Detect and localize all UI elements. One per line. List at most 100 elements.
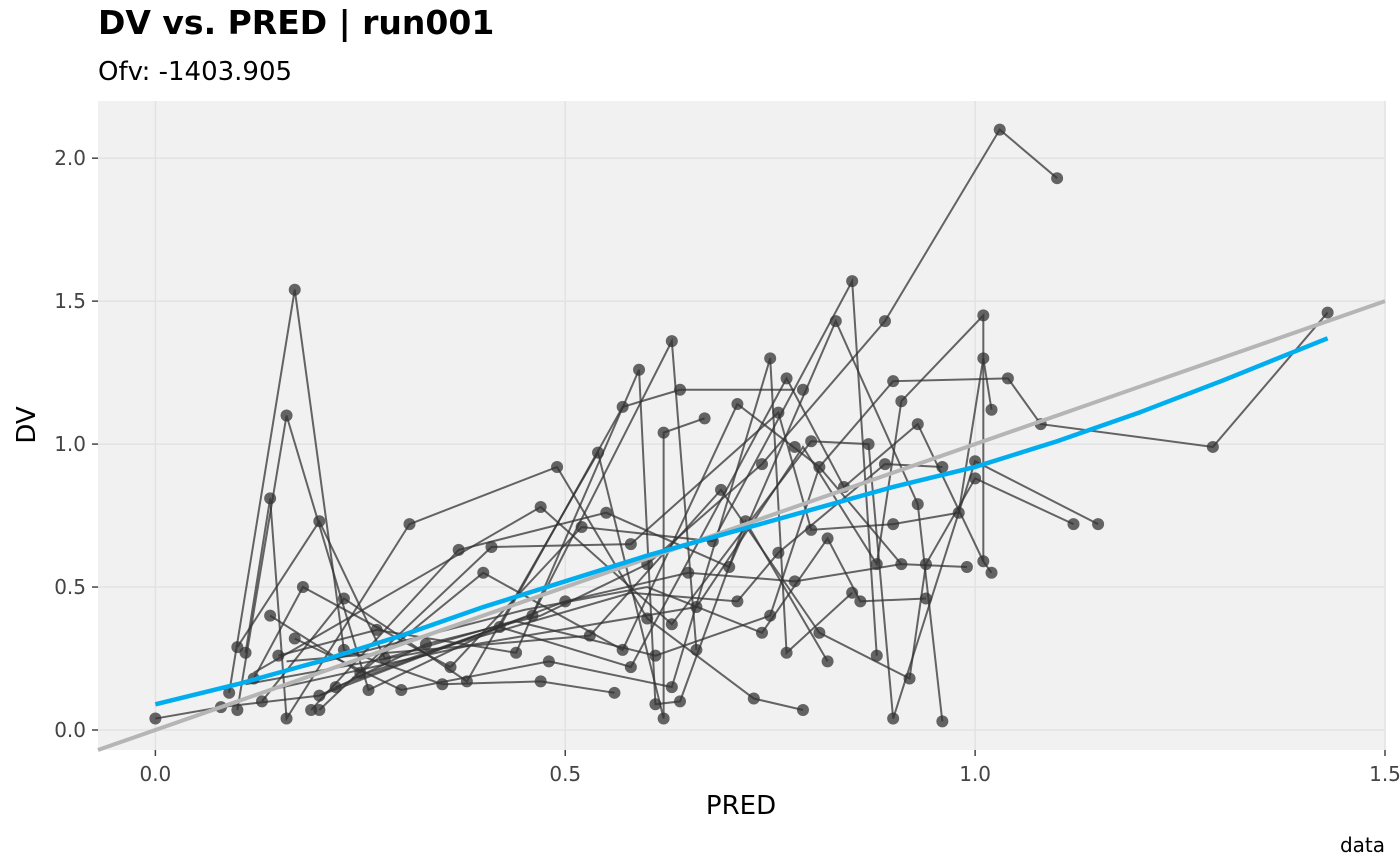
data-point <box>985 566 998 579</box>
data-point <box>288 283 301 296</box>
data-point <box>477 566 490 579</box>
data-point <box>510 646 523 659</box>
data-point <box>682 566 695 579</box>
data-point <box>919 558 932 571</box>
data-point <box>821 532 834 545</box>
data-point <box>887 375 900 388</box>
data-point <box>862 438 875 451</box>
data-point <box>846 586 859 599</box>
data-point <box>329 681 342 694</box>
chart-title: DV vs. PRED | run001 <box>98 3 494 42</box>
x-tick-label: 0.5 <box>549 762 581 786</box>
data-point <box>280 712 293 725</box>
data-point <box>788 440 801 453</box>
data-point <box>583 629 596 642</box>
data-point <box>788 575 801 588</box>
data-point <box>641 612 654 625</box>
data-point <box>665 618 678 631</box>
y-tick-label: 2.0 <box>54 146 86 170</box>
data-point <box>288 632 301 645</box>
data-point <box>395 683 408 696</box>
y-tick-label: 1.0 <box>54 432 86 456</box>
data-point <box>313 515 326 528</box>
data-point <box>936 460 949 473</box>
subject-line <box>318 563 967 697</box>
data-point <box>1067 518 1080 531</box>
data-point <box>977 555 990 568</box>
subject-line <box>253 440 1099 719</box>
data-point <box>1206 440 1219 453</box>
data-point <box>895 558 908 571</box>
y-tick-label: 0.0 <box>54 718 86 742</box>
data-point <box>846 275 859 288</box>
y-axis-title: DV <box>12 406 42 444</box>
x-axis-title: PRED <box>706 791 776 821</box>
data-point <box>903 672 916 685</box>
data-point <box>239 646 252 659</box>
data-point <box>755 458 768 471</box>
data-point <box>665 335 678 348</box>
data-point <box>715 483 728 496</box>
data-point <box>960 561 973 574</box>
data-point <box>370 623 383 636</box>
data-point <box>575 520 588 533</box>
data-point <box>854 595 867 608</box>
data-point <box>280 409 293 422</box>
data-point <box>149 712 162 725</box>
chart-subtitle: Ofv: -1403.905 <box>98 57 292 87</box>
data-point <box>821 655 834 668</box>
data-point <box>805 523 818 536</box>
data-point <box>624 538 637 551</box>
data-point <box>600 506 613 519</box>
data-point <box>264 492 277 505</box>
subject-line <box>244 465 804 722</box>
data-point <box>608 686 621 699</box>
y-tick-label: 1.5 <box>54 289 86 313</box>
data-point <box>690 601 703 614</box>
y-tick-label: 0.5 <box>54 575 86 599</box>
data-point <box>878 458 891 471</box>
data-point <box>362 683 375 696</box>
data-point <box>674 383 687 396</box>
data-point <box>969 472 982 485</box>
data-point <box>592 446 605 459</box>
data-point <box>796 383 809 396</box>
data-point <box>452 543 465 556</box>
data-point <box>985 403 998 416</box>
data-point <box>772 406 785 419</box>
data-point <box>255 695 268 708</box>
chart-caption: data <box>1340 833 1385 857</box>
data-point <box>977 352 990 365</box>
data-point <box>403 518 416 531</box>
data-point <box>649 698 662 711</box>
data-point <box>813 460 826 473</box>
data-point <box>272 649 285 662</box>
data-point <box>493 621 506 634</box>
subject-line <box>351 464 903 680</box>
data-point <box>1092 518 1105 531</box>
data-point <box>690 643 703 656</box>
data-point <box>755 626 768 639</box>
data-point <box>223 686 236 699</box>
data-point <box>993 123 1006 136</box>
data-point <box>354 666 367 679</box>
data-point <box>764 609 777 622</box>
data-point <box>1051 172 1064 185</box>
data-point <box>887 518 900 531</box>
data-point <box>665 681 678 694</box>
data-point <box>878 315 891 328</box>
data-point <box>772 546 785 559</box>
data-point <box>1001 372 1014 385</box>
y-axis-ticks: 0.0 0.5 1.0 1.5 2.0 <box>54 146 98 742</box>
data-point <box>657 712 670 725</box>
data-point <box>378 652 391 665</box>
data-point <box>460 675 473 688</box>
data-point <box>313 703 326 716</box>
data-point <box>764 352 777 365</box>
data-point <box>485 541 498 554</box>
data-point <box>887 712 900 725</box>
smooth-line <box>154 336 1329 707</box>
data-point <box>747 692 760 705</box>
gridlines <box>98 101 1386 750</box>
x-axis-ticks: 0.0 0.5 1.0 1.5 <box>139 750 1400 786</box>
